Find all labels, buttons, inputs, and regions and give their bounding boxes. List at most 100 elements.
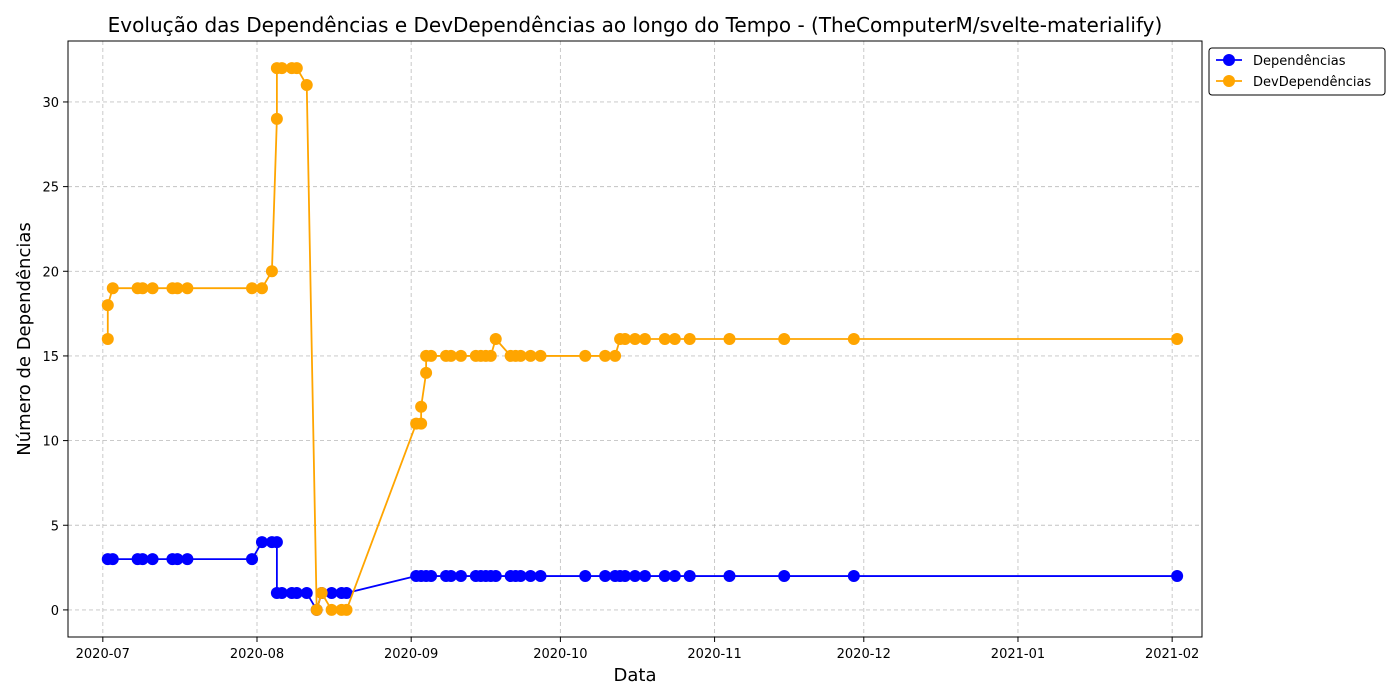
chart-title: Evolução das Dependências e DevDependênc… <box>108 13 1163 37</box>
data-point-devdependencias <box>658 333 671 345</box>
data-point-dependencias <box>629 570 641 583</box>
data-point-devdependencias <box>315 586 328 599</box>
x-tick-label: 2020-10 <box>533 647 587 662</box>
data-point-devdependencias <box>683 333 696 345</box>
data-point-dependencias <box>534 570 547 583</box>
x-tick-label: 2021-02 <box>1145 647 1199 662</box>
data-point-devdependencias <box>246 282 259 295</box>
legend-marker-devdependencias <box>1223 75 1235 87</box>
data-point-devdependencias <box>638 333 651 345</box>
data-point-dependencias <box>255 536 268 549</box>
data-point-dependencias <box>444 570 457 583</box>
plot-frame <box>67 40 1203 638</box>
y-axis-label: Número de Dependências <box>14 222 35 456</box>
data-point-devdependencias <box>778 333 791 345</box>
data-point-dependencias <box>146 553 159 566</box>
x-tick-label: 2020-08 <box>230 647 284 662</box>
data-point-devdependencias <box>255 282 268 295</box>
x-tick-label: 2020-09 <box>384 647 438 662</box>
data-point-dependencias <box>658 570 671 583</box>
data-point-devdependencias <box>847 333 860 345</box>
data-point-dependencias <box>778 570 791 583</box>
legend-label-devdependencias: DevDependências <box>1253 75 1371 90</box>
data-point-dependencias <box>325 586 338 599</box>
x-tick-label: 2020-07 <box>76 647 130 662</box>
data-point-dependencias <box>300 586 313 599</box>
y-tick-label: 15 <box>42 350 59 365</box>
data-point-devdependencias <box>619 333 632 345</box>
data-point-dependencias <box>638 570 651 583</box>
data-point-dependencias <box>599 570 612 583</box>
data-point-devdependencias <box>415 400 428 413</box>
data-point-dependencias <box>106 553 119 566</box>
data-point-devdependencias <box>1171 333 1184 345</box>
data-point-dependencias <box>514 570 527 583</box>
data-point-devdependencias <box>454 349 467 362</box>
data-point-devdependencias <box>609 349 622 362</box>
data-point-dependencias <box>246 553 259 566</box>
legend-frame <box>1208 47 1386 96</box>
data-point-devdependencias <box>171 282 184 295</box>
data-point-dependencias <box>619 570 632 583</box>
x-axis-label: Data <box>614 665 657 686</box>
data-point-dependencias <box>1171 570 1184 583</box>
y-tick-label: 20 <box>42 265 59 280</box>
data-point-dependencias <box>181 553 194 566</box>
data-point-devdependencias <box>146 282 159 295</box>
data-point-devdependencias <box>101 333 114 345</box>
data-point-dependencias <box>683 570 696 583</box>
data-point-devdependencias <box>101 299 114 312</box>
data-point-dependencias <box>524 570 537 583</box>
data-point-devdependencias <box>579 349 592 362</box>
series-dependencias <box>101 536 1184 616</box>
data-point-devdependencias <box>181 282 194 295</box>
data-point-devdependencias <box>484 349 497 362</box>
data-point-devdependencias <box>270 112 283 125</box>
legend: Dependências DevDependências <box>1208 47 1386 96</box>
data-point-devdependencias <box>723 333 736 345</box>
series-layer <box>101 62 1184 616</box>
data-point-dependencias <box>454 570 467 583</box>
data-point-devdependencias <box>524 349 537 362</box>
data-point-devdependencias <box>599 349 612 362</box>
y-tick-label: 25 <box>42 181 59 196</box>
y-tick-label: 0 <box>51 604 59 619</box>
data-point-devdependencias <box>534 349 547 362</box>
data-point-devdependencias <box>136 282 149 295</box>
data-point-devdependencias <box>325 603 338 616</box>
data-point-devdependencias <box>265 265 278 278</box>
data-point-dependencias <box>489 570 502 583</box>
data-point-devdependencias <box>489 333 502 345</box>
data-point-devdependencias <box>310 603 323 616</box>
legend-marker-dependencias <box>1223 54 1235 66</box>
y-tick-label: 5 <box>51 519 59 534</box>
data-point-devdependencias <box>420 366 433 379</box>
data-point-devdependencias <box>415 417 428 430</box>
data-point-devdependencias <box>425 349 438 362</box>
data-point-devdependencias <box>275 62 288 75</box>
data-point-devdependencias <box>106 282 119 295</box>
x-axis: 2020-07 2020-08 2020-09 2020-10 2020-11 2020-… <box>76 637 1199 662</box>
x-tick-label: 2020-12 <box>837 647 891 662</box>
data-point-devdependencias <box>668 333 681 345</box>
y-axis: 0 5 10 15 20 25 30 <box>42 96 68 619</box>
legend-label-dependencias: Dependências <box>1253 54 1346 69</box>
data-point-devdependencias <box>340 603 353 616</box>
data-point-dependencias <box>275 586 288 599</box>
data-point-dependencias <box>579 570 592 583</box>
data-point-dependencias <box>723 570 736 583</box>
data-point-devdependencias <box>629 333 641 345</box>
y-tick-label: 30 <box>42 96 59 111</box>
data-point-dependencias <box>171 553 184 566</box>
data-point-dependencias <box>340 586 353 599</box>
data-point-devdependencias <box>290 62 303 75</box>
data-point-dependencias <box>290 586 303 599</box>
x-tick-label: 2021-01 <box>991 647 1045 662</box>
y-tick-label: 10 <box>42 435 59 450</box>
data-point-dependencias <box>668 570 681 583</box>
data-point-dependencias <box>136 553 149 566</box>
data-point-devdependencias <box>300 79 313 92</box>
data-point-dependencias <box>425 570 438 583</box>
data-point-devdependencias <box>444 349 457 362</box>
